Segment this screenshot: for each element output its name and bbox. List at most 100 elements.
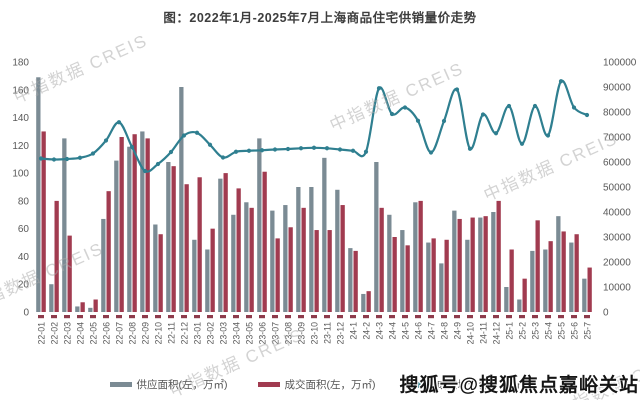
sales-bar bbox=[288, 227, 293, 312]
supply-bar bbox=[517, 299, 522, 312]
left-axis-tick: 100 bbox=[12, 169, 29, 180]
sales-bar bbox=[470, 217, 475, 312]
supply-bar bbox=[205, 249, 210, 312]
supply-bar bbox=[218, 178, 223, 312]
x-axis-label: 23-10 bbox=[310, 322, 320, 345]
price-point bbox=[415, 118, 421, 123]
sales-bar bbox=[210, 228, 215, 312]
supply-bar bbox=[257, 138, 262, 312]
sales-bar bbox=[145, 138, 150, 312]
price-point bbox=[220, 155, 226, 160]
x-tick-dash bbox=[376, 315, 382, 319]
supply-bar bbox=[36, 77, 41, 313]
x-axis-label: 24-12 bbox=[492, 322, 502, 345]
x-tick-dash bbox=[337, 315, 343, 319]
legend-sales-label: 成交面积(左，万㎡) bbox=[284, 379, 376, 391]
right-axis-tick: 100000 bbox=[603, 58, 637, 69]
supply-bar bbox=[244, 202, 249, 312]
price-point bbox=[441, 118, 447, 124]
x-tick-dash bbox=[480, 315, 486, 319]
x-tick-dash bbox=[402, 315, 408, 319]
supply-bar bbox=[452, 210, 457, 312]
price-point bbox=[272, 147, 278, 152]
sales-bar bbox=[301, 207, 306, 312]
left-axis-tick: 80 bbox=[18, 196, 30, 207]
supply-swatch-icon bbox=[109, 382, 132, 387]
sales-bar bbox=[54, 200, 59, 312]
sales-bar bbox=[418, 200, 423, 312]
price-point bbox=[246, 148, 252, 153]
x-tick-dash bbox=[116, 315, 122, 319]
x-tick-dash bbox=[545, 315, 551, 319]
right-axis-tick: 40000 bbox=[603, 208, 631, 219]
x-axis-label: 25-6 bbox=[570, 322, 580, 340]
x-axis-label: 25-4 bbox=[544, 322, 554, 340]
chart-title: 图：2022年1月-2025年7月上海商品住宅供销量价走势 bbox=[163, 11, 477, 25]
supply-bar bbox=[361, 293, 366, 312]
price-point bbox=[155, 161, 161, 167]
left-axis-tick: 20 bbox=[18, 280, 30, 291]
sales-bar bbox=[548, 241, 553, 312]
sales-bar bbox=[392, 237, 397, 312]
x-axis-label: 22-03 bbox=[63, 322, 73, 345]
price-point bbox=[142, 168, 148, 174]
price-point bbox=[233, 149, 239, 154]
x-tick-dash bbox=[207, 315, 213, 319]
x-axis-label: 22-10 bbox=[154, 322, 164, 345]
price-point bbox=[532, 103, 538, 109]
right-axis-tick: 10000 bbox=[603, 283, 631, 294]
sales-bar bbox=[80, 302, 85, 312]
sales-bar bbox=[249, 207, 254, 312]
x-axis-label: 25-5 bbox=[557, 322, 567, 340]
right-axis-tick: 20000 bbox=[603, 258, 631, 269]
supply-bar bbox=[62, 138, 67, 312]
price-point bbox=[480, 112, 486, 117]
x-axis-label: 22-04 bbox=[76, 322, 86, 345]
supply-bar bbox=[530, 250, 535, 312]
sales-bar bbox=[132, 134, 137, 312]
supply-bar bbox=[478, 217, 483, 312]
price-point bbox=[194, 130, 200, 135]
sales-bar bbox=[522, 278, 527, 312]
supply-bar bbox=[556, 216, 561, 312]
supply-bar bbox=[387, 214, 392, 312]
x-tick-dash bbox=[584, 315, 590, 319]
sales-bar bbox=[366, 291, 371, 312]
price-point bbox=[129, 144, 135, 150]
supply-bar bbox=[140, 131, 145, 312]
x-tick-dash bbox=[77, 315, 83, 319]
sales-bar bbox=[158, 234, 163, 312]
sales-bar bbox=[41, 131, 46, 312]
supply-bar bbox=[101, 218, 106, 312]
price-point bbox=[571, 105, 577, 110]
legend-item-supply: 供应面积(左，万㎡) bbox=[109, 377, 228, 392]
price-point bbox=[350, 148, 356, 153]
price-point bbox=[285, 146, 291, 152]
x-tick-dash bbox=[298, 315, 304, 319]
price-line-swatch-icon bbox=[405, 381, 432, 388]
x-axis-label: 22-07 bbox=[115, 322, 125, 345]
price-point bbox=[298, 146, 304, 151]
sales-bar bbox=[314, 230, 319, 312]
x-axis-label: 22-01 bbox=[37, 322, 47, 345]
sales-bar bbox=[405, 245, 410, 312]
x-tick-dash bbox=[246, 315, 252, 319]
supply-bar bbox=[348, 248, 353, 312]
x-axis-label: 23-07 bbox=[271, 322, 281, 345]
x-axis-label: 23-08 bbox=[284, 322, 294, 345]
x-tick-dash bbox=[493, 315, 499, 319]
left-axis-tick: 0 bbox=[23, 308, 29, 319]
price-point bbox=[324, 146, 330, 151]
right-axis-tick: 90000 bbox=[603, 83, 631, 94]
x-tick-dash bbox=[233, 315, 239, 319]
supply-bar bbox=[374, 162, 379, 312]
x-tick-dash bbox=[519, 315, 525, 319]
sales-bar bbox=[353, 250, 358, 312]
supply-bar bbox=[192, 239, 197, 312]
supply-bar bbox=[166, 162, 171, 312]
supply-bar bbox=[426, 242, 431, 312]
x-axis-label: 24-5 bbox=[401, 322, 411, 340]
x-axis-label: 24-2 bbox=[362, 322, 372, 340]
x-tick-dash bbox=[428, 315, 434, 319]
x-tick-dash bbox=[103, 315, 109, 319]
